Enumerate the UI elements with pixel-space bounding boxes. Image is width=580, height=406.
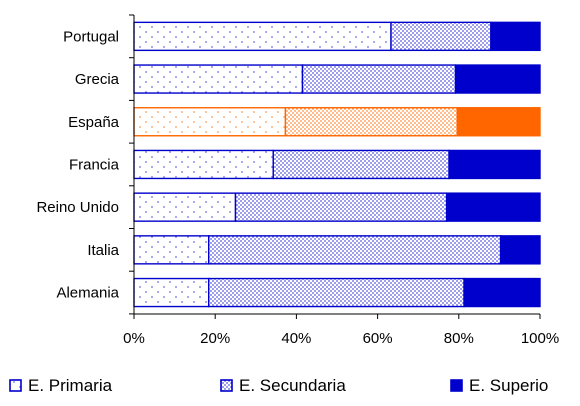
legend-label-e-primaria: E. Primaria (28, 376, 113, 395)
bar-francia-e-superio (448, 149, 541, 180)
legend-label-e-secundaria: E. Secundaria (239, 376, 346, 395)
bar-francia-e-primaria (133, 149, 274, 180)
x-tick-labels: 0% 20% 40% 60% 80% 100% (123, 330, 559, 347)
bar-portugal-e-secundaria (390, 21, 492, 52)
legend-swatch-e-primaria (9, 379, 22, 392)
bar-francia-e-secundaria (272, 149, 450, 180)
bar-grecia-e-secundaria (301, 64, 457, 94)
legend-swatch-e-secundaria (220, 379, 233, 392)
category-labels: Portugal Grecia España Francia Reino Unido It… (36, 28, 119, 301)
bar-reino-unido-e-primaria (133, 192, 237, 222)
bar-portugal-e-superio (490, 21, 541, 52)
bar-portugal-e-primaria (133, 21, 392, 52)
bar-grecia-e-primaria (133, 64, 304, 94)
bar-alemania-e-secundaria (207, 277, 465, 308)
bar-grecia-e-superio (454, 64, 541, 94)
bar-alemania-e-primaria (133, 277, 210, 308)
x-tick-label-80: 80% (444, 330, 474, 347)
category-label-italia: Italia (87, 242, 119, 259)
bar-italia-e-primaria (133, 235, 210, 265)
bar-reino-unido-e-secundaria (234, 192, 448, 222)
legend-label-e-superio: E. Superio (469, 376, 548, 395)
bar-espana-e-secundaria (284, 107, 458, 137)
legend-swatch-e-superio (450, 379, 463, 392)
bar-alemania-e-superio (463, 277, 541, 308)
x-tick-label-40: 40% (281, 330, 311, 347)
bars-layer (133, 21, 541, 308)
x-tick-label-100: 100% (521, 330, 559, 347)
category-label-reino-unido: Reino Unido (36, 199, 119, 216)
x-tick-label-0: 0% (123, 330, 145, 347)
category-label-portugal: Portugal (63, 28, 119, 45)
category-label-espana: España (68, 114, 120, 131)
category-label-grecia: Grecia (75, 71, 120, 88)
axes (129, 14, 541, 319)
bar-italia-e-secundaria (207, 235, 502, 265)
bar-italia-e-superio (499, 235, 541, 265)
category-label-alemania: Alemania (56, 285, 119, 302)
legend: E. Primaria E. Secundaria E. Superio (9, 376, 548, 395)
bar-reino-unido-e-superio (445, 192, 541, 222)
x-tick-label-60: 60% (363, 330, 393, 347)
bar-espana-e-primaria (133, 107, 287, 137)
x-tick-label-20: 20% (200, 330, 230, 347)
bar-espana-e-superio (456, 107, 541, 137)
category-label-francia: Francia (69, 156, 120, 173)
